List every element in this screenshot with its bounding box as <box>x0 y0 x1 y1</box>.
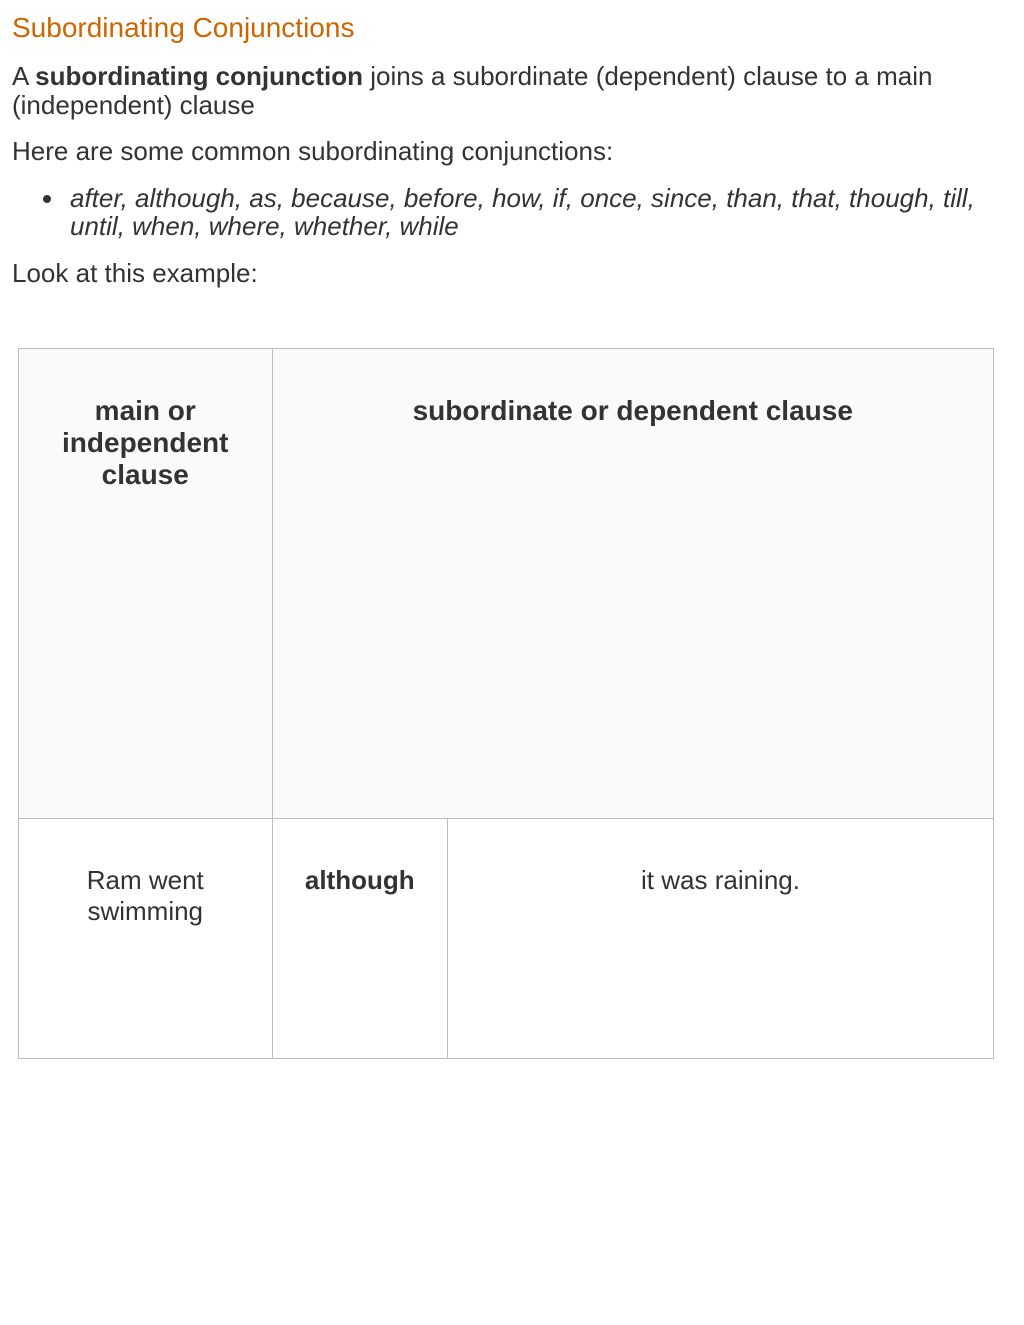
cell-main-clause: Ram went swimming <box>19 818 273 1058</box>
conjunctions-list: after, although, as, because, before, ho… <box>12 184 1012 241</box>
page-heading: Subordinating Conjunctions <box>12 12 1012 44</box>
cell-dependent-clause: it was raining. <box>448 818 994 1058</box>
example-table: main or independent clause subordinate o… <box>18 348 994 1059</box>
table-row: Ram went swimming although it was rainin… <box>19 818 994 1058</box>
header-main-clause: main or independent clause <box>19 348 273 818</box>
list-intro: Here are some common subordinating conju… <box>12 137 1012 166</box>
intro-prefix: A <box>12 61 35 91</box>
intro-bold: subordinating conjunction <box>35 61 363 91</box>
header-dependent-clause: subordinate or dependent clause <box>272 348 994 818</box>
cell-conjunction: although <box>272 818 448 1058</box>
table-header-row: main or independent clause subordinate o… <box>19 348 994 818</box>
intro-paragraph: A subordinating conjunction joins a subo… <box>12 62 1012 119</box>
example-intro: Look at this example: <box>12 259 1012 288</box>
conjunctions-item: after, although, as, because, before, ho… <box>66 184 1012 241</box>
